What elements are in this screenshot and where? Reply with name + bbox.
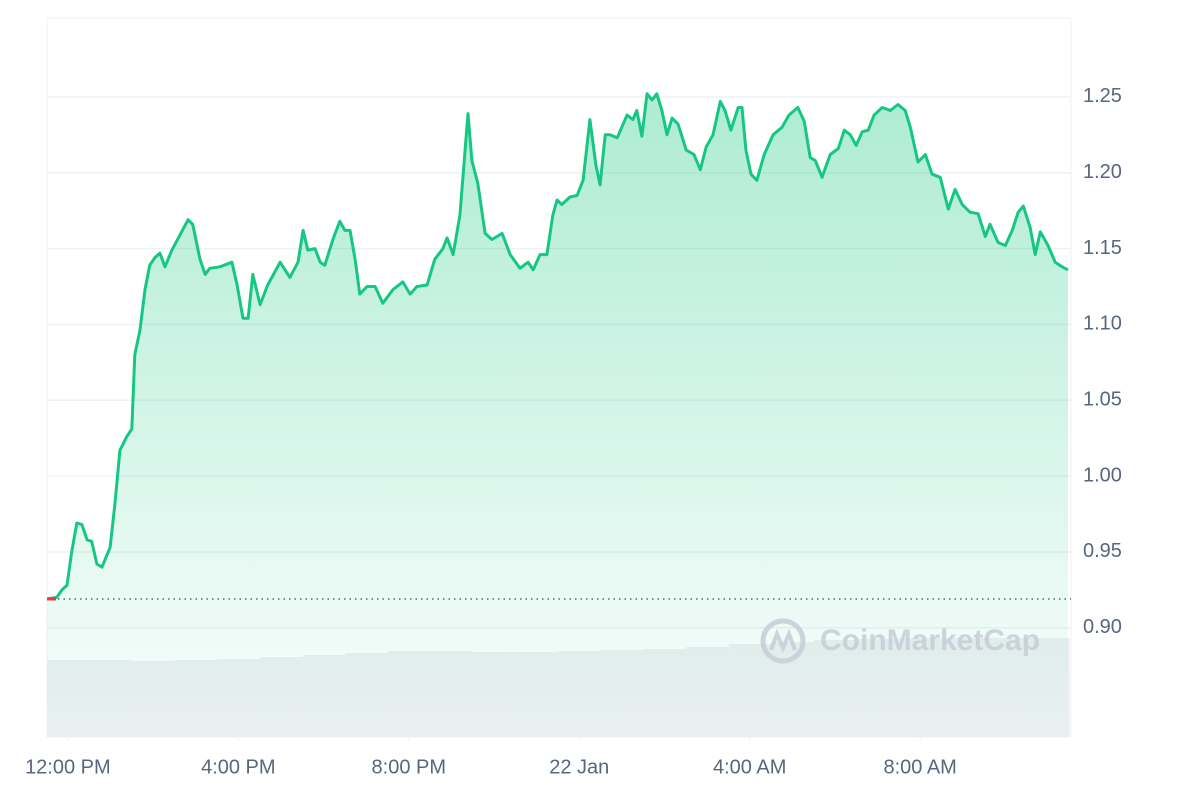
y-tick-label: 1.25 <box>1083 85 1122 107</box>
y-tick-label: 1.15 <box>1083 237 1122 259</box>
x-tick-label: 8:00 PM <box>372 756 446 778</box>
y-tick-label: 0.90 <box>1083 616 1122 638</box>
price-area <box>47 93 1068 738</box>
y-tick-label: 1.05 <box>1083 389 1122 411</box>
watermark: CoinMarketCap <box>760 618 1040 664</box>
x-tick-label: 4:00 PM <box>201 756 275 778</box>
y-tick-label: 0.95 <box>1083 540 1122 562</box>
price-line <box>46 92 1069 601</box>
x-tick-label: 4:00 AM <box>713 756 786 778</box>
watermark-logo <box>760 618 806 664</box>
watermark-logo-mark <box>769 628 797 654</box>
x-tick-label: 8:00 AM <box>883 756 956 778</box>
watermark-text: CoinMarketCap <box>820 624 1040 657</box>
y-tick-label: 1.00 <box>1083 464 1122 486</box>
y-tick-label: 1.20 <box>1083 161 1122 183</box>
x-tick-label: 12:00 PM <box>25 756 111 778</box>
y-tick-label: 1.10 <box>1083 313 1122 335</box>
x-tick-label: 22 Jan <box>549 756 609 778</box>
